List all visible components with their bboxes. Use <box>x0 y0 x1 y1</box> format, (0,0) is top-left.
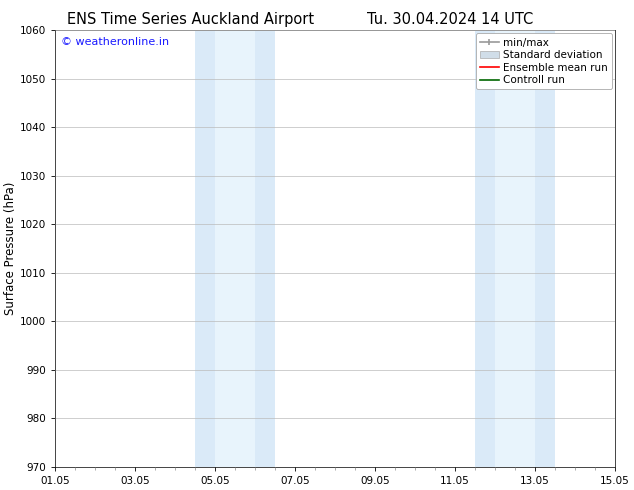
Bar <box>475 30 555 467</box>
Bar <box>215 30 255 467</box>
Text: Tu. 30.04.2024 14 UTC: Tu. 30.04.2024 14 UTC <box>367 12 533 27</box>
Y-axis label: Surface Pressure (hPa): Surface Pressure (hPa) <box>4 182 17 315</box>
Bar <box>495 30 535 467</box>
Legend: min/max, Standard deviation, Ensemble mean run, Controll run: min/max, Standard deviation, Ensemble me… <box>476 33 612 90</box>
Text: © weatheronline.in: © weatheronline.in <box>61 37 169 47</box>
Text: ENS Time Series Auckland Airport: ENS Time Series Auckland Airport <box>67 12 314 27</box>
Bar <box>195 30 275 467</box>
